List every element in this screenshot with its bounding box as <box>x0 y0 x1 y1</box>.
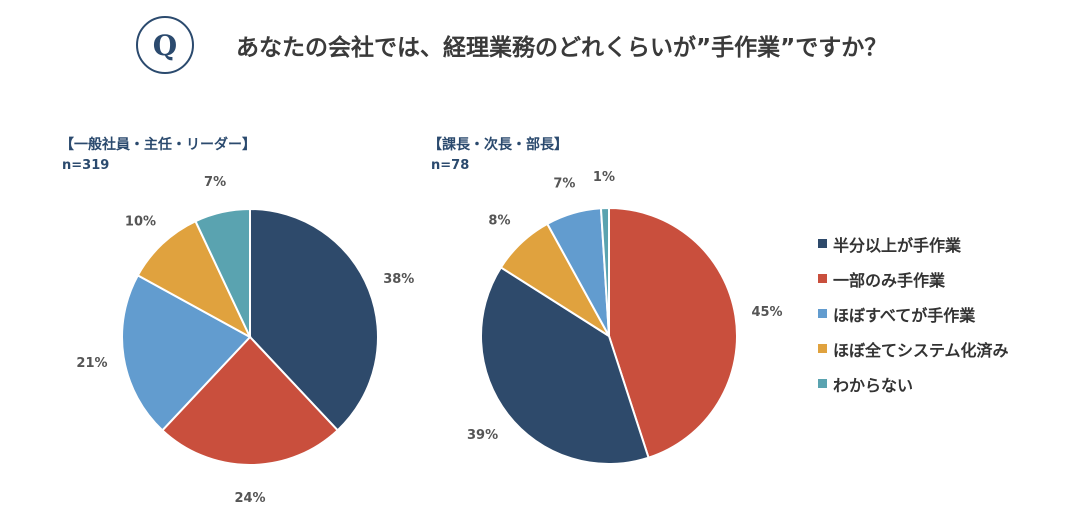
legend-swatch <box>818 239 827 248</box>
slice-label-managers: 8% <box>488 213 510 228</box>
slice-label-managers: 1% <box>593 170 615 185</box>
slice-label-staff: 21% <box>76 356 107 371</box>
q-badge-letter: Q <box>152 28 178 62</box>
slice-label-staff: 38% <box>383 272 414 287</box>
pie-slice-managers <box>608 206 738 459</box>
legend-swatch <box>818 274 827 283</box>
slice-label-managers: 39% <box>467 428 498 443</box>
pie-slice-managers <box>599 206 610 337</box>
legend-label: ほぼすべてが手作業 <box>833 305 976 325</box>
group-n-managers: n=78 <box>431 158 470 173</box>
legend-item: ほぼ全てシステム化済み <box>818 331 1009 366</box>
legend-item: ほぼすべてが手作業 <box>818 296 1009 331</box>
slice-label-managers: 7% <box>553 176 575 191</box>
slice-label-staff: 7% <box>204 175 226 190</box>
slice-label-staff: 24% <box>234 491 265 506</box>
group-title-managers: 【課長・次長・部長】 <box>428 137 568 153</box>
legend-swatch <box>818 344 827 353</box>
slice-label-staff: 10% <box>125 214 156 229</box>
legend-swatch <box>818 379 827 388</box>
legend-item: わからない <box>818 366 1009 401</box>
legend-label: ほぼ全てシステム化済み <box>833 340 1009 360</box>
pie-slice-staff <box>136 219 253 340</box>
legend-item: 一部のみ手作業 <box>818 261 1009 296</box>
legend-label: わからない <box>833 375 914 395</box>
pie-slice-staff <box>160 335 340 466</box>
q-badge: Q <box>136 16 194 74</box>
legend-label: 半分以上が手作業 <box>833 235 962 255</box>
legend-item: 半分以上が手作業 <box>818 226 1009 261</box>
pie-slice-staff <box>194 207 251 338</box>
legend: 半分以上が手作業 一部のみ手作業 ほぼすべてが手作業 ほぼ全てシステム化済み わ… <box>818 226 1009 401</box>
legend-swatch <box>818 309 827 318</box>
legend-label: 一部のみ手作業 <box>833 270 946 290</box>
group-title-staff: 【一般社員・主任・リーダー】 <box>60 137 256 153</box>
question-title: あなたの会社では、経理業務のどれくらいが”手作業”ですか？ <box>236 35 888 61</box>
pie-slice-staff <box>121 273 252 432</box>
slice-label-managers: 45% <box>751 305 782 320</box>
pie-slice-managers <box>480 266 650 465</box>
pie-slice-staff <box>249 207 379 432</box>
group-n-staff: n=319 <box>62 158 110 173</box>
